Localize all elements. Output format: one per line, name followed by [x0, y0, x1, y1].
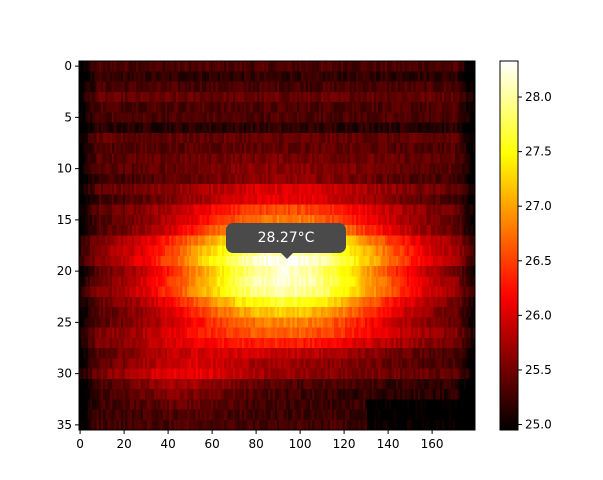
- x-tick-label: 0: [76, 437, 84, 451]
- tooltip-arrow: [281, 253, 293, 259]
- y-tick-label: 5: [64, 110, 72, 124]
- value-tooltip: 28.27°C: [226, 223, 346, 253]
- x-tick-label: 160: [421, 437, 444, 451]
- y-tick-label: 30: [57, 367, 72, 381]
- x-tick-label: 40: [160, 437, 175, 451]
- x-tick-label: 20: [116, 437, 131, 451]
- x-tick-label: 120: [333, 437, 356, 451]
- colorbar-tick-label: 25.0: [525, 418, 552, 432]
- tooltip-text: 28.27°C: [257, 230, 315, 246]
- colorbar: [499, 60, 519, 431]
- y-tick-label: 35: [57, 418, 72, 432]
- y-tick-label: 10: [57, 162, 72, 176]
- x-tick-label: 140: [377, 437, 400, 451]
- y-tick-label: 20: [57, 264, 72, 278]
- colorbar-tick-label: 28.0: [525, 90, 552, 104]
- colorbar-tick-label: 26.0: [525, 308, 552, 322]
- colorbar-tick-label: 25.5: [525, 363, 552, 377]
- plot-frame: [78, 60, 476, 431]
- colorbar-tick-label: 26.5: [525, 254, 552, 268]
- y-tick-label: 15: [57, 213, 72, 227]
- y-tick-label: 25: [57, 315, 72, 329]
- colorbar-tick-label: 27.5: [525, 145, 552, 159]
- x-tick-label: 60: [204, 437, 219, 451]
- x-tick-label: 100: [289, 437, 312, 451]
- x-tick-label: 80: [248, 437, 263, 451]
- y-tick-label: 0: [64, 59, 72, 73]
- colorbar-tick-label: 27.0: [525, 199, 552, 213]
